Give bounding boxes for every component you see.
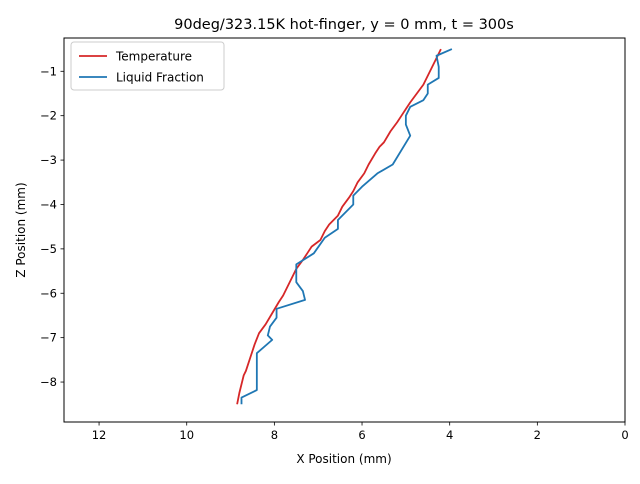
x-tick-label: 10 <box>179 428 194 442</box>
x-tick-label: 6 <box>358 428 365 442</box>
y-tick-label: −8 <box>40 375 57 389</box>
y-axis-label: Z Position (mm) <box>14 182 28 277</box>
legend-box <box>70 41 225 91</box>
axes-frame <box>63 37 626 423</box>
y-tick-label: −6 <box>40 286 57 300</box>
x-tick-label: 0 <box>621 428 628 442</box>
x-tick-label: 8 <box>271 428 278 442</box>
x-tick-label: 2 <box>534 428 541 442</box>
plot-area <box>236 48 453 405</box>
x-tick-label: 4 <box>446 428 453 442</box>
y-tick-label: −5 <box>40 242 57 256</box>
y-tick-label: −4 <box>40 197 57 211</box>
x-axis-label: X Position (mm) <box>296 452 391 466</box>
axis-ticks: 12 10 8 6 4 2 0 −8 −7 −6 −5 −4 −3 −2 −1 <box>40 64 629 442</box>
y-tick-label: −3 <box>40 153 57 167</box>
legend: Temperature Liquid Fraction <box>70 41 225 91</box>
x-tick-label: 12 <box>92 428 107 442</box>
series-line-liquid-fraction <box>240 48 453 405</box>
y-tick-label: −2 <box>40 109 57 123</box>
y-tick-label: −1 <box>40 64 57 78</box>
legend-label-temperature: Temperature <box>115 50 192 64</box>
chart-title: 90deg/323.15K hot-finger, y = 0 mm, t = … <box>174 17 514 33</box>
legend-label-liquid-fraction: Liquid Fraction <box>116 71 204 85</box>
series-line-temperature <box>236 48 442 405</box>
y-tick-label: −7 <box>40 331 57 345</box>
